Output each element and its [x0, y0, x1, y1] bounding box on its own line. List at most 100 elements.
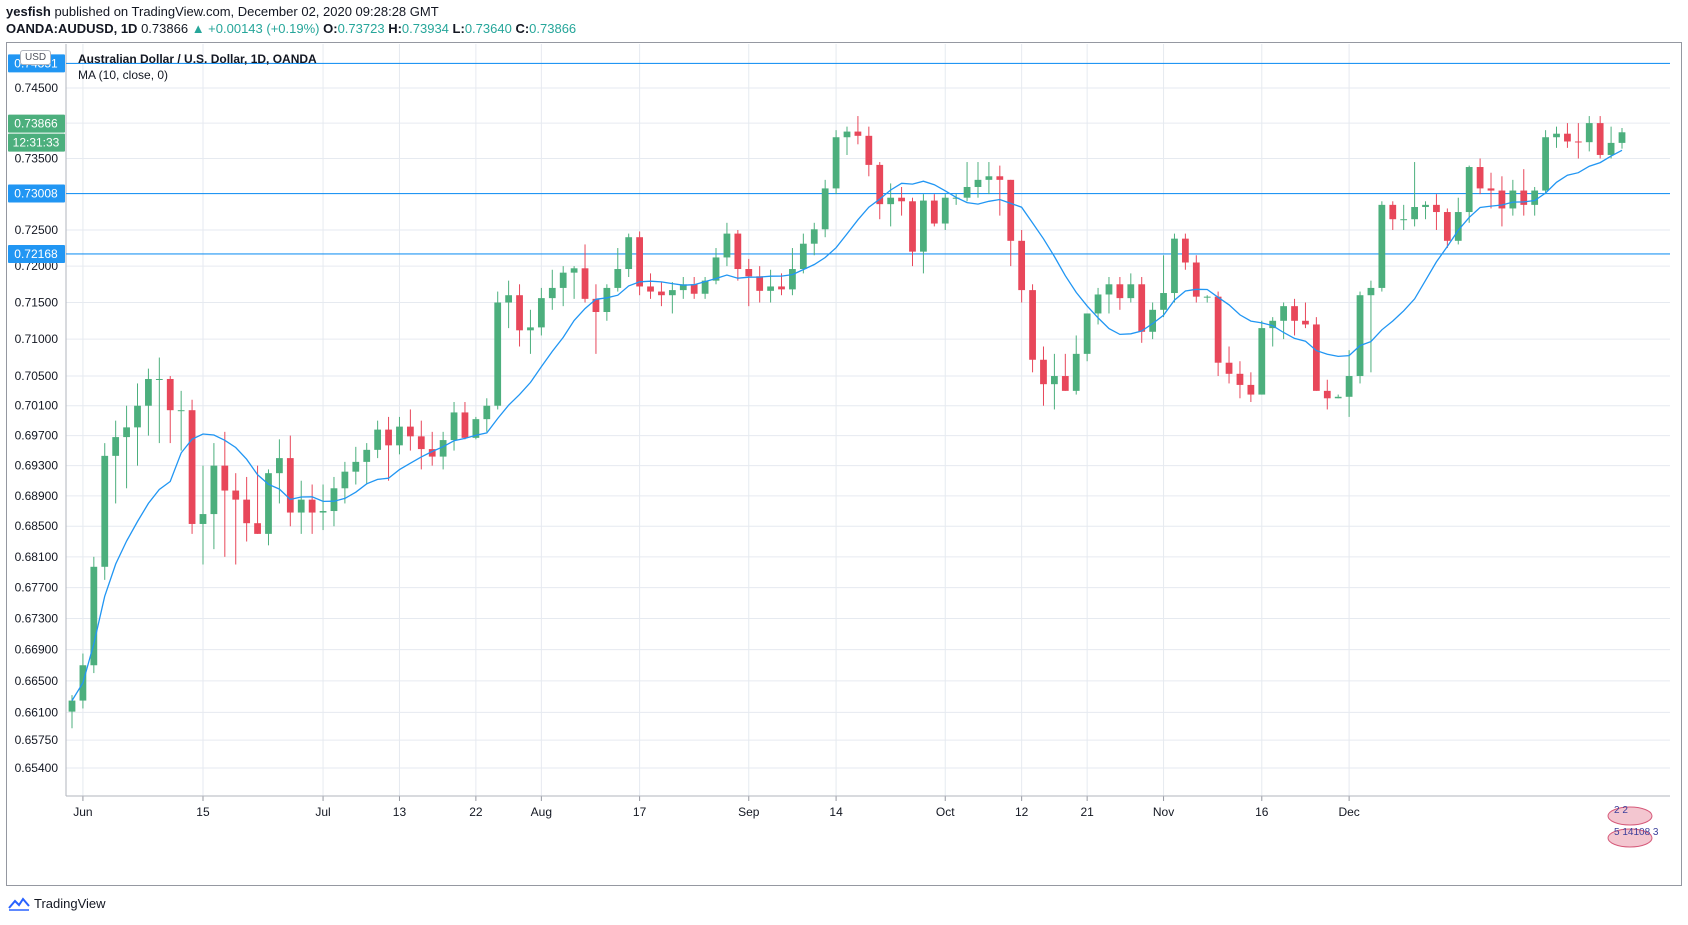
- candle-up: [843, 131, 851, 138]
- candle-up: [1465, 167, 1473, 213]
- candle-down: [930, 200, 938, 224]
- price-label-box: [8, 114, 65, 133]
- high-value: 0.73934: [401, 21, 449, 36]
- svg-text:5 14108 3: 5 14108 3: [1614, 827, 1659, 838]
- candle-up: [941, 197, 949, 224]
- candle-down: [876, 164, 884, 205]
- y-tick-label: 0.70500: [15, 369, 59, 383]
- candle-up: [199, 514, 207, 524]
- candle-down: [592, 298, 600, 313]
- candle-up: [505, 295, 513, 303]
- candle-down: [1433, 204, 1440, 213]
- x-tick-label: 12: [1015, 805, 1029, 819]
- candle-up: [712, 257, 720, 281]
- candle-down: [1302, 320, 1309, 325]
- candle-up: [810, 229, 818, 244]
- low-label: L:: [452, 21, 465, 36]
- candle-up: [920, 200, 927, 252]
- y-tick-label: 0.72500: [15, 223, 59, 237]
- candle-down: [1061, 376, 1069, 391]
- x-tick-label: Dec: [1338, 805, 1359, 819]
- candle-up: [210, 465, 218, 515]
- publisher-name[interactable]: yesfish: [6, 4, 51, 19]
- candle-up: [1531, 190, 1539, 205]
- candle-up: [1367, 287, 1375, 296]
- symbol-label: OANDA:AUDUSD, 1D: [6, 21, 138, 36]
- legend-indicator[interactable]: MA (10, close, 0): [78, 68, 169, 82]
- x-tick-label: 14: [829, 805, 843, 819]
- candle-down: [1138, 284, 1146, 332]
- candle-up: [1105, 284, 1113, 295]
- candle-up: [134, 405, 141, 428]
- candle-up: [276, 458, 283, 474]
- candle-up: [1542, 137, 1549, 191]
- candle-up: [527, 327, 534, 331]
- candle-up: [559, 272, 567, 288]
- footer-brand[interactable]: TradingView: [8, 896, 106, 911]
- candle-up: [1553, 133, 1560, 138]
- y-tick-label: 0.66900: [15, 643, 59, 657]
- candle-up: [887, 197, 895, 205]
- x-tick-label: 13: [393, 805, 407, 819]
- candle-up: [625, 237, 633, 270]
- y-tick-label: 0.66500: [15, 674, 59, 688]
- candle-down: [1007, 179, 1015, 241]
- open-value: 0.73723: [337, 21, 385, 36]
- x-tick-label: Jun: [73, 805, 92, 819]
- candle-up: [352, 461, 360, 472]
- candle-up: [483, 405, 491, 420]
- candle-up: [832, 137, 840, 189]
- candle-down: [745, 269, 753, 277]
- high-label: H:: [388, 21, 402, 36]
- chart-widget-icon[interactable]: 2 2 5 14108 3: [1600, 802, 1674, 850]
- candle-down: [1520, 190, 1528, 205]
- candle-up: [1203, 296, 1211, 298]
- y-tick-label: 0.65750: [15, 733, 59, 747]
- moving-average-line: [71, 149, 1623, 701]
- candle-down: [1029, 290, 1036, 360]
- candle-up: [1411, 207, 1418, 220]
- candle-up: [450, 412, 458, 441]
- candle-down: [734, 233, 742, 270]
- candle-up: [1356, 295, 1364, 377]
- y-tick-label: 0.68900: [15, 489, 59, 503]
- candle-up: [799, 243, 807, 270]
- candle-up: [1422, 204, 1429, 208]
- price-label-box: [8, 133, 65, 152]
- candle-down: [778, 286, 785, 290]
- candle-down: [1487, 188, 1495, 191]
- x-tick-label: Nov: [1153, 805, 1174, 819]
- candle-down: [1498, 190, 1506, 209]
- candle-down: [1247, 384, 1255, 395]
- candle-up: [570, 268, 578, 273]
- candle-down: [1018, 240, 1026, 291]
- candle-up: [374, 429, 382, 450]
- x-tick-label: Aug: [531, 805, 552, 819]
- svg-text:2 2: 2 2: [1614, 805, 1628, 816]
- price-label-box: [8, 244, 65, 263]
- candle-down: [1236, 373, 1244, 385]
- x-tick-label: 16: [1255, 805, 1269, 819]
- candle-down: [461, 412, 469, 438]
- y-tick-label: 0.68100: [15, 550, 59, 564]
- candle-up: [1607, 142, 1615, 155]
- last-price: 0.73866: [141, 21, 189, 36]
- candle-up: [1618, 132, 1626, 143]
- candle-up: [1258, 328, 1266, 395]
- close-label: C:: [515, 21, 530, 36]
- candle-up: [439, 440, 447, 457]
- candle-up: [1509, 190, 1517, 209]
- candle-up: [1094, 294, 1102, 314]
- candle-up: [1160, 293, 1167, 310]
- x-tick-label: Oct: [936, 805, 955, 819]
- candle-up: [1585, 123, 1593, 143]
- candle-up: [319, 511, 327, 513]
- candle-down: [385, 429, 392, 446]
- ohlc-line: OANDA:AUDUSD, 1D 0.73866 ▲ +0.00143 (+0.…: [6, 21, 576, 36]
- candle-down: [417, 436, 425, 450]
- currency-badge[interactable]: USD: [20, 50, 52, 65]
- y-tick-label: 0.70100: [15, 399, 59, 413]
- x-tick-label: Jul: [315, 805, 330, 819]
- y-tick-label: 0.68500: [15, 519, 59, 533]
